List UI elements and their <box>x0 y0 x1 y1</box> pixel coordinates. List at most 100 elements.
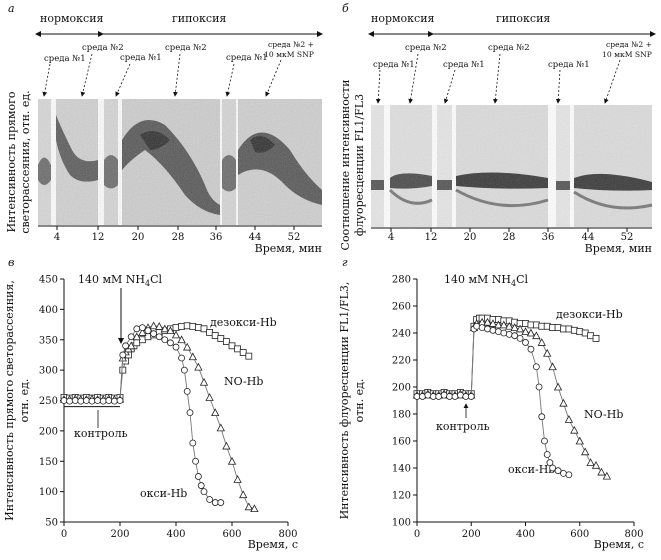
y-tick-label: 240 <box>392 329 411 340</box>
data-point <box>586 458 595 467</box>
phase-hypoxia-a: гипоксия <box>172 12 226 25</box>
data-point <box>488 319 498 327</box>
x-tick-label: 36 <box>542 232 555 243</box>
x-tick-label: 200 <box>110 529 129 540</box>
data-point <box>155 322 164 330</box>
panel-letter-c: в <box>8 256 14 269</box>
data-point <box>222 441 231 450</box>
data-point <box>440 391 448 399</box>
data-point <box>228 342 236 350</box>
data-point <box>483 317 492 326</box>
x-axis-title-a: Время, мин <box>255 242 322 255</box>
data-point <box>602 471 612 480</box>
data-point <box>205 393 214 401</box>
data-point <box>505 321 514 330</box>
x-tick-label: 800 <box>624 529 643 540</box>
data-point <box>548 362 557 371</box>
data-point <box>217 335 225 342</box>
x-tick-label: 44 <box>582 232 595 243</box>
media-label: среда №1 <box>548 60 590 70</box>
data-point <box>484 325 491 333</box>
data-point <box>591 460 601 469</box>
stimulus-label-c: 140 мМ NH4Cl <box>78 273 163 288</box>
y-axis-title-line2: отн. ед. <box>353 379 366 423</box>
stimulus-tail: Cl <box>516 273 528 286</box>
data-point <box>581 447 590 456</box>
x-tick-label: 12 <box>425 232 438 243</box>
data-point <box>473 322 481 330</box>
media-label: среда №2 <box>82 43 124 53</box>
data-point <box>155 333 163 341</box>
data-point <box>144 327 152 335</box>
media-label: среда №2 <box>488 43 530 53</box>
y-tick-label: 450 <box>39 275 58 286</box>
y-tick-label: 140 <box>392 464 411 475</box>
media-label: среда №1 <box>443 60 485 70</box>
data-point <box>515 324 525 333</box>
data-point <box>543 348 552 357</box>
y-tick-label: 200 <box>392 383 411 394</box>
data-point <box>222 338 230 345</box>
data-point <box>494 320 503 329</box>
x-tick-label: 200 <box>462 529 481 540</box>
x-axis-title-b: Время, мин <box>585 242 652 255</box>
data-point <box>516 334 524 342</box>
data-point <box>527 345 535 353</box>
data-point <box>532 363 540 371</box>
data-point <box>564 415 574 423</box>
series-label-no-d: NO-Hb <box>584 408 623 421</box>
data-point <box>111 397 118 405</box>
data-point <box>233 475 242 483</box>
data-point <box>172 324 180 332</box>
data-point <box>217 499 225 506</box>
data-point <box>99 397 107 405</box>
data-point <box>521 327 530 336</box>
data-point <box>133 325 141 333</box>
x-tick-label: 28 <box>503 232 516 243</box>
y-tick-label: 260 <box>392 302 411 313</box>
data-point <box>500 329 508 337</box>
x-tick-label: 28 <box>172 232 185 243</box>
data-point <box>559 398 568 407</box>
x-tick-label: 20 <box>464 232 477 243</box>
data-point <box>456 391 464 399</box>
data-point <box>83 397 90 404</box>
x-tick-label: 36 <box>210 232 223 243</box>
data-point <box>419 393 426 400</box>
media-label: среда №2 + <box>606 40 652 49</box>
x-tick-label: 52 <box>288 232 301 243</box>
control-label-d: контроль <box>436 420 490 433</box>
phase-normoxia-a: нормоксия <box>40 12 104 25</box>
y-axis-title-line1: Интенсивность прямого светорассеяния, <box>3 280 16 521</box>
media-label: среда №1 <box>120 53 162 63</box>
data-point <box>541 437 548 445</box>
x-tick-label: 20 <box>132 232 145 243</box>
data-point <box>194 324 202 332</box>
media-label: среда №1 <box>44 54 86 64</box>
data-point <box>127 341 136 350</box>
data-point <box>211 332 219 339</box>
data-point <box>244 502 253 511</box>
data-point <box>60 397 68 404</box>
series-label-no-c: NO-Hb <box>224 375 263 388</box>
data-point <box>77 397 85 405</box>
data-point <box>467 393 475 400</box>
x-tick-label: 4 <box>388 232 394 243</box>
data-point <box>178 322 186 330</box>
phase-normoxia-b: нормоксия <box>371 12 435 25</box>
y-axis-title-line1: Интенсивность флуоресценции FL1/FL3, <box>338 282 351 520</box>
data-point <box>94 397 101 404</box>
y-axis-title-a-line2: светорассеяния, отн. ед. <box>19 90 32 233</box>
data-point <box>537 338 546 346</box>
y-tick-label: 200 <box>39 426 58 437</box>
data-point <box>538 413 546 421</box>
data-point <box>227 456 237 465</box>
x-tick-label: 400 <box>166 529 185 540</box>
data-point <box>116 397 124 404</box>
x-tick-label: 800 <box>278 529 297 540</box>
data-point <box>451 393 459 400</box>
density-plot-a <box>38 99 322 225</box>
x-tick-label: 4 <box>54 232 60 243</box>
chart-panel-c: в 140 мМ NH4Cl дезокси-Hb NO-Hb окси-Hb … <box>3 256 298 551</box>
